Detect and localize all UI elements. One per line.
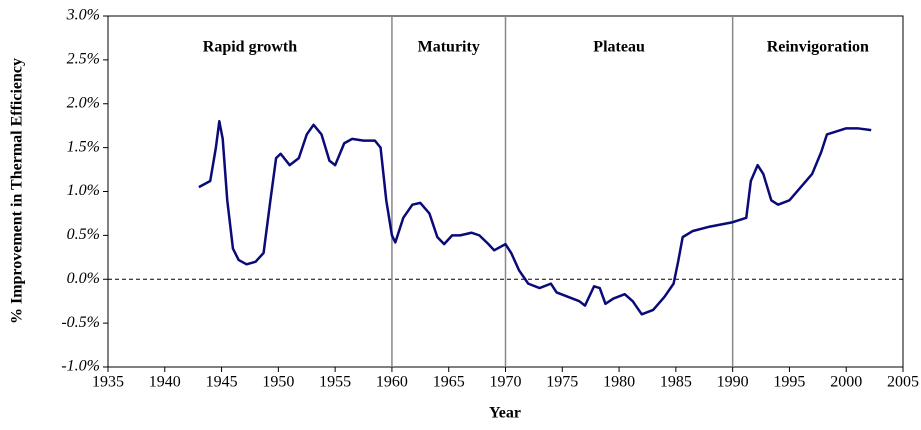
y-tick-label: 2.5% [67, 51, 100, 68]
data-line [198, 120, 872, 316]
x-tick-label: 2005 [887, 374, 919, 391]
x-tick-label: 1975 [546, 374, 578, 391]
y-tick-label: 1.0% [67, 182, 100, 199]
x-tick-label: 1990 [717, 374, 749, 391]
x-tick-label: 1935 [92, 374, 124, 391]
y-tick-label: -1.0% [61, 358, 100, 375]
x-tick-label: 1945 [206, 374, 238, 391]
region-label: Rapid growth [203, 39, 297, 56]
region-label: Plateau [593, 39, 645, 56]
y-tick-label: -0.5% [61, 314, 100, 331]
x-tick-label: 1950 [262, 374, 294, 391]
x-axis-title: Year [489, 405, 521, 422]
y-tick-label: 2.0% [67, 94, 100, 111]
x-tick-label: 1970 [490, 374, 522, 391]
x-tick-label: 1955 [319, 374, 351, 391]
y-tick-label: 3.0% [66, 7, 100, 24]
x-tick-label: 1980 [603, 374, 635, 391]
region-label: Maturity [418, 39, 480, 56]
x-tick-label: 1940 [149, 374, 181, 391]
x-tick-label: 1960 [376, 374, 408, 391]
x-tick-label: 1995 [773, 374, 805, 391]
y-tick-label: 1.5% [67, 138, 100, 155]
region-label: Reinvigoration [767, 39, 869, 56]
x-tick-label: 1985 [660, 374, 692, 391]
y-tick-label: 0.0% [67, 270, 100, 287]
y-tick-label: 0.5% [67, 226, 100, 243]
y-axis-title: % Improvement in Thermal Efficiency [9, 58, 26, 324]
x-tick-label: 2000 [830, 374, 862, 391]
x-tick-label: 1965 [433, 374, 465, 391]
